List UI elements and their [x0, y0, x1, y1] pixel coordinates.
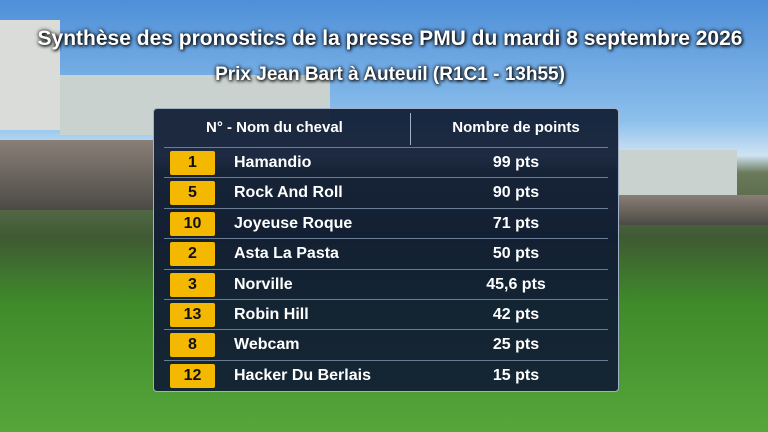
horse-name: Hamandio [234, 154, 312, 171]
title: Synthèse des pronostics de la presse PMU… [37, 27, 743, 50]
table-row: 1 Hamandio 99 pts [164, 147, 608, 178]
points: 45,6 pts [486, 275, 546, 293]
horse-number: 13 [170, 303, 215, 327]
table-row: 12 Hacker Du Berlais 15 pts [164, 359, 608, 391]
points: 42 pts [492, 306, 540, 323]
horse-name: Rock And Roll [234, 184, 343, 202]
table-row: 8 Webcam 25 pts [164, 329, 608, 360]
points: 90 pts [492, 184, 540, 202]
horse-name: Joyeuse Roque [234, 214, 353, 232]
points: 50 pts [492, 245, 540, 263]
table-row: 3 Norville 45,6 pts [164, 268, 608, 300]
subtitle: Prix Jean Bart à Auteuil (R1C1 - 13h55) [215, 64, 565, 85]
horse-number: 1 [170, 151, 215, 175]
horse-number: 5 [170, 181, 215, 206]
divider [410, 113, 411, 145]
table-row: 10 Joyeuse Roque 71 pts [164, 207, 608, 239]
horse-number: 3 [170, 272, 215, 297]
tower [0, 20, 60, 130]
table-row: 13 Robin Hill 42 pts [164, 299, 608, 330]
horse-name: Robin Hill [234, 306, 309, 323]
points: 25 pts [492, 336, 540, 354]
points: 71 pts [492, 214, 540, 232]
table-row: 2 Asta La Pasta 50 pts [164, 238, 608, 269]
horse-number: 2 [170, 242, 215, 267]
horse-name: Webcam [234, 336, 300, 354]
points: 99 pts [492, 154, 540, 171]
column-header: N° - Nom du cheval [206, 119, 343, 136]
horse-number: 10 [170, 211, 215, 236]
crowd-right [617, 195, 768, 225]
column-header: Nombre de points [452, 119, 580, 136]
table-row: 5 Rock And Roll 90 pts [164, 177, 608, 208]
points: 15 pts [492, 366, 540, 384]
horse-number: 8 [170, 333, 215, 358]
horse-number: 12 [170, 363, 215, 388]
horse-name: Hacker Du Berlais [234, 366, 371, 384]
table: N° - Nom du cheval Nombre de points 1 Ham… [153, 108, 619, 392]
crowd [0, 140, 153, 210]
horse-name: Norville [234, 275, 293, 293]
horse-name: Asta La Pasta [234, 245, 339, 263]
